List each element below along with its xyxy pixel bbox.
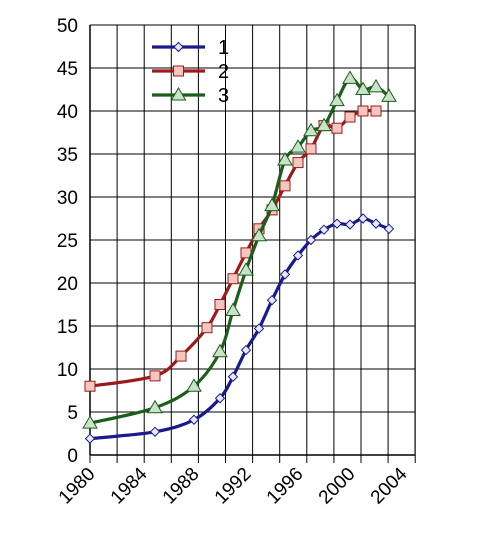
x-tick-label: 1992 [211,464,256,509]
data-point-square [227,273,239,285]
data-point-square [214,299,226,310]
data-point-diamond [370,218,382,229]
data-point-triangle [316,117,332,132]
data-point-triangle [170,87,187,101]
data-point-square [331,122,343,134]
data-point-square [173,65,184,77]
data-point-diamond [292,250,304,261]
y-tick-label: 0 [67,446,78,467]
data-point-square [292,157,304,169]
data-point-diamond [305,234,317,246]
y-tick-label: 50 [57,16,78,37]
data-point-triangle [82,415,98,429]
data-point-triangle [225,302,241,317]
data-point-diamond [318,224,330,235]
y-axis-ticks: 0 5 10 15 20 25 30 35 40 45 50 [57,16,78,467]
y-tick-label: 45 [57,59,78,80]
data-point-diamond [253,323,265,334]
x-tick-label: 1996 [263,464,308,509]
series-line [89,108,377,388]
y-tick-label: 30 [57,188,78,209]
data-point-triangle [264,197,280,212]
data-point-triangle [186,378,202,392]
data-point-diamond [149,426,161,437]
data-point-square [357,105,369,117]
data-point-triangle [355,81,371,95]
legend-label: 2 [218,61,229,83]
series-1 [84,213,395,444]
data-point-diamond [279,269,291,280]
data-point-triangle [251,227,267,242]
series-2 [84,105,382,392]
data-point-diamond [383,223,395,235]
data-point-triangle [329,92,345,107]
x-tick-label: 1984 [107,463,152,508]
data-point-square [175,350,187,362]
x-tick-label: 2000 [315,464,360,509]
data-point-triangle [368,78,384,93]
x-tick-label: 2004 [367,463,412,508]
y-tick-label: 40 [57,102,78,123]
series-line [89,216,390,441]
y-tick-label: 5 [67,403,78,424]
y-tick-label: 35 [57,145,78,166]
data-point-square [84,380,96,392]
y-tick-label: 15 [57,317,78,338]
x-tick-label: 1980 [55,464,100,509]
series-3 [82,70,397,429]
x-axis-ticks: 1980 1984 1988 1992 1996 2000 2004 [55,463,412,508]
data-point-square [344,111,356,123]
data-point-triangle [212,343,228,358]
data-point-triangle [342,70,358,84]
data-point-triangle [303,122,319,137]
data-point-diamond [331,218,343,229]
series-group [82,70,397,444]
data-point-triangle [381,88,397,102]
y-tick-label: 20 [57,274,78,295]
data-point-square [149,370,161,382]
data-point-diamond [188,414,200,425]
x-tick-label: 1988 [159,464,204,509]
legend-label: 1 [218,37,229,59]
data-point-square [279,180,291,192]
y-tick-label: 10 [57,360,78,381]
data-point-diamond [266,294,278,306]
legend-label: 3 [218,85,229,107]
series-line [89,76,391,425]
data-point-diamond [84,433,96,444]
data-point-diamond [240,344,252,356]
legend: 123 [152,37,229,107]
data-point-diamond [227,371,239,382]
data-point-triangle [290,139,306,153]
data-point-diamond [344,219,356,230]
data-point-diamond [214,393,226,404]
data-point-diamond [357,213,369,224]
data-point-diamond [173,41,184,53]
data-point-square [305,143,317,155]
data-point-triangle [147,399,163,414]
y-tick-label: 25 [57,231,78,252]
data-point-square [370,105,382,117]
data-point-square [201,322,213,334]
data-point-triangle [238,262,254,276]
data-point-triangle [277,152,293,166]
